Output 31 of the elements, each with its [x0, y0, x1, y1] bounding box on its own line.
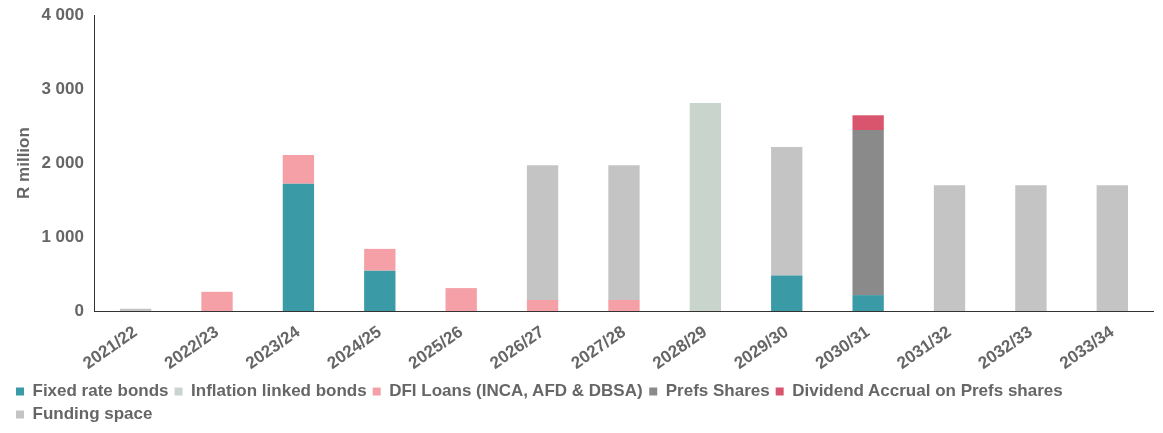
bar [282, 154, 315, 184]
bar [689, 103, 722, 312]
bar [282, 183, 315, 312]
bar [608, 165, 640, 300]
y-tick-label: 4 000 [41, 4, 84, 24]
bar [526, 165, 559, 300]
bar [771, 275, 803, 312]
y-axis-title: R million [13, 127, 33, 199]
legend-label: Inflation linked bonds [191, 381, 367, 401]
bar [364, 248, 396, 271]
bar [852, 115, 884, 131]
legend-label: Funding space [32, 404, 153, 424]
bar [445, 288, 477, 312]
bar [933, 185, 966, 312]
y-tick-label: 0 [74, 300, 84, 320]
bar [1015, 185, 1047, 312]
bar [608, 299, 640, 312]
bar [364, 270, 396, 312]
bar [852, 295, 884, 312]
bar [852, 130, 884, 296]
bar [526, 299, 559, 312]
bar [201, 291, 233, 312]
y-tick-label: 3 000 [41, 78, 84, 98]
bar [771, 147, 803, 276]
y-tick-label: 1 000 [41, 226, 84, 246]
bar [1096, 185, 1128, 312]
legend-label: DFI Loans (INCA, AFD & DBSA) [389, 381, 643, 401]
legend-label: Prefs Shares [665, 381, 770, 401]
y-tick-label: 2 000 [41, 152, 84, 172]
legend-label: Dividend Accrual on Prefs shares [792, 381, 1063, 401]
legend-label: Fixed rate bonds [32, 381, 169, 401]
